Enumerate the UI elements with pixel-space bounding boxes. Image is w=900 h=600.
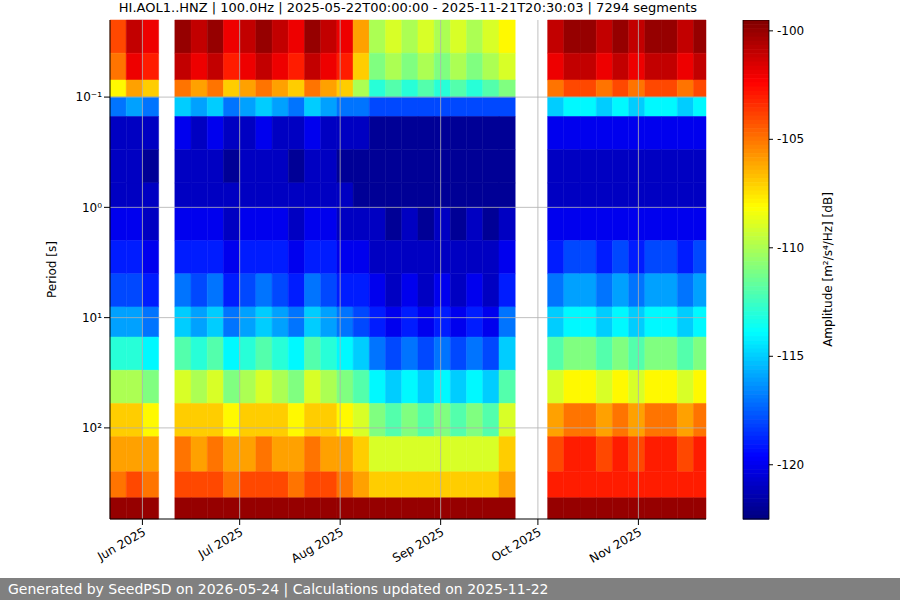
svg-text:10²: 10² [82, 421, 102, 435]
svg-text:Oct 2025: Oct 2025 [489, 525, 544, 565]
svg-text:10⁰: 10⁰ [82, 201, 102, 215]
svg-text:Amplitude [m²/s⁴/Hz] [dB]: Amplitude [m²/s⁴/Hz] [dB] [821, 192, 835, 347]
svg-text:10⁻¹: 10⁻¹ [76, 90, 103, 104]
svg-text:-115: -115 [777, 349, 804, 363]
svg-text:-100: -100 [777, 24, 804, 38]
svg-text:-110: -110 [777, 241, 804, 255]
html-text:HI.AOL1..HNZ | 100.0Hz | 2025-: HI.AOL1..HNZ | 100.0Hz | 2025-05-22T00:0… [118, 0, 698, 15]
svg-text:Period [s]: Period [s] [45, 241, 59, 298]
svg-text:-105: -105 [777, 132, 804, 146]
svg-text:Jun 2025: Jun 2025 [94, 525, 148, 564]
svg-text:Sep 2025: Sep 2025 [390, 525, 446, 566]
svg-text:10¹: 10¹ [82, 311, 102, 325]
html-text:Generated by SeedPSD on 2026-0: Generated by SeedPSD on 2026-05-24 | Cal… [8, 581, 549, 597]
svg-text:Aug 2025: Aug 2025 [289, 525, 346, 566]
svg-text:Jul 2025: Jul 2025 [195, 525, 245, 562]
svg-text:Nov 2025: Nov 2025 [587, 525, 644, 566]
svg-text:-120: -120 [777, 458, 804, 472]
